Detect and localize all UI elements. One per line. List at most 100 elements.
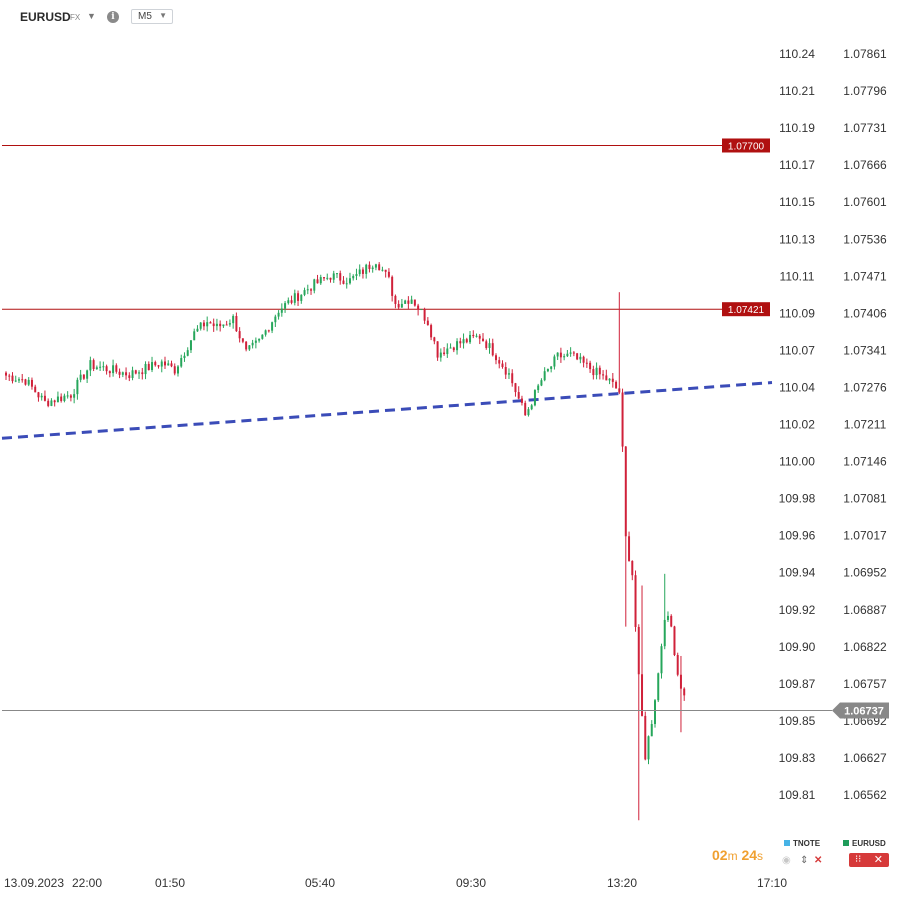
candle-body — [679, 674, 682, 689]
candle-body — [232, 316, 235, 324]
candle-body — [254, 340, 257, 343]
candle-body — [507, 373, 510, 375]
left-axis-tick-label: 109.94 — [779, 566, 816, 580]
legend-swatch-tnote — [784, 840, 790, 846]
candle-body — [400, 303, 403, 308]
left-axis-tick-label: 110.07 — [779, 343, 815, 357]
right-axis-tick-label: 1.07017 — [843, 529, 887, 543]
candle-body — [225, 324, 228, 326]
legend-item-eurusd[interactable]: EURUSD — [843, 839, 886, 848]
time-axis-tick-label: 01:50 — [155, 876, 185, 890]
exchange-label: FX — [70, 13, 81, 22]
candle-body — [115, 365, 118, 372]
time-axis-tick-label: 09:30 — [456, 876, 486, 890]
candle-body — [647, 736, 650, 760]
left-axis-tick-label: 109.98 — [779, 492, 816, 506]
candle-body — [95, 367, 98, 370]
candle-body — [472, 334, 475, 337]
candle-body — [30, 379, 33, 387]
candle-body — [631, 560, 634, 576]
candle-body — [40, 395, 43, 398]
candle-body — [641, 674, 644, 716]
candle-body — [199, 322, 202, 329]
candle-body — [654, 700, 656, 725]
candle-body — [147, 363, 150, 371]
candle-body — [79, 374, 82, 380]
time-axis-tick-label: 13:20 — [607, 876, 637, 890]
candle-body — [485, 341, 488, 348]
candle-body — [589, 362, 592, 370]
candle-body — [615, 381, 618, 389]
candle-body — [417, 305, 420, 310]
info-icon[interactable]: i — [107, 11, 119, 23]
time-axis-tick-label: 22:00 — [72, 876, 102, 890]
horizontal-line-badge — [722, 302, 770, 317]
candle-body — [300, 294, 303, 301]
candle-body — [391, 276, 394, 296]
visibility-eye-icon[interactable]: ◉ — [782, 855, 791, 866]
timeframe-select[interactable]: M5 ▼ — [131, 9, 173, 24]
candle-body — [556, 352, 559, 357]
candle-body — [452, 347, 455, 351]
legend-item-tnote[interactable]: TNOTE — [784, 839, 820, 848]
right-axis-tick-label: 1.07666 — [843, 158, 887, 172]
candle-body — [332, 273, 335, 280]
candle-body — [66, 395, 69, 397]
candlestick-settings-icon[interactable]: ⁝⁝ — [855, 854, 862, 865]
candle-body — [533, 390, 536, 406]
horizontal-line-badge — [722, 138, 770, 153]
candle-body — [459, 341, 462, 344]
candle-body — [154, 362, 157, 366]
candle-body — [540, 380, 543, 386]
right-axis-tick-label: 1.07731 — [843, 121, 887, 135]
candle-body — [628, 536, 631, 561]
candle-body — [89, 360, 92, 371]
timer-minutes: 02 — [712, 847, 728, 863]
chart-toolbar: EURUSD FX ▼ i M5 ▼ — [0, 0, 904, 34]
candle-body — [248, 345, 251, 350]
timer-seconds-unit: s — [757, 849, 764, 863]
reorder-arrows-icon[interactable]: ⇕ — [800, 855, 809, 866]
right-axis-tick-label: 1.07211 — [844, 418, 887, 432]
candle-body — [491, 343, 494, 356]
candle-body — [313, 279, 316, 291]
time-axis-tick-label: 17:10 — [757, 876, 787, 890]
legend-label-eurusd: EURUSD — [852, 839, 886, 848]
candle-body — [34, 386, 37, 393]
right-axis-tick-label: 1.06757 — [843, 677, 887, 691]
candle-body — [683, 688, 686, 696]
candle-body — [368, 264, 371, 269]
left-axis-tick-label: 110.13 — [779, 232, 815, 246]
candle-body — [462, 339, 465, 344]
candle-body — [605, 375, 608, 381]
candle-body — [251, 342, 254, 346]
candle-body — [634, 575, 637, 627]
left-axis-tick-label: 110.19 — [779, 121, 815, 135]
symbol-label[interactable]: EURUSD — [20, 10, 71, 24]
candle-body — [183, 355, 186, 359]
candle-body — [443, 352, 446, 355]
candle-body — [394, 295, 397, 304]
candle-body — [323, 277, 326, 279]
left-axis-tick-label: 110.24 — [779, 47, 815, 61]
eurusd-series-controls[interactable]: ⁝⁝ ✕ — [849, 853, 889, 867]
candle-body — [157, 365, 160, 367]
remove-series-close-icon[interactable]: ✕ — [814, 855, 823, 866]
candle-body — [131, 370, 134, 378]
candle-body — [193, 331, 196, 341]
candle-body — [271, 322, 274, 331]
candle-body — [335, 273, 338, 275]
candle-body — [352, 276, 355, 279]
candle-body — [134, 370, 137, 374]
current-price-badge — [832, 702, 889, 719]
candle-body — [433, 337, 436, 342]
candle-body — [676, 655, 679, 675]
candle-countdown-timer: 02m 24s — [712, 847, 763, 863]
left-axis-tick-label: 110.15 — [779, 195, 815, 209]
candle-body — [355, 274, 358, 277]
close-icon[interactable]: ✕ — [873, 854, 883, 866]
candle-body — [303, 290, 306, 295]
candle-body — [660, 646, 663, 674]
symbol-dropdown-caret-icon[interactable]: ▼ — [87, 11, 96, 21]
